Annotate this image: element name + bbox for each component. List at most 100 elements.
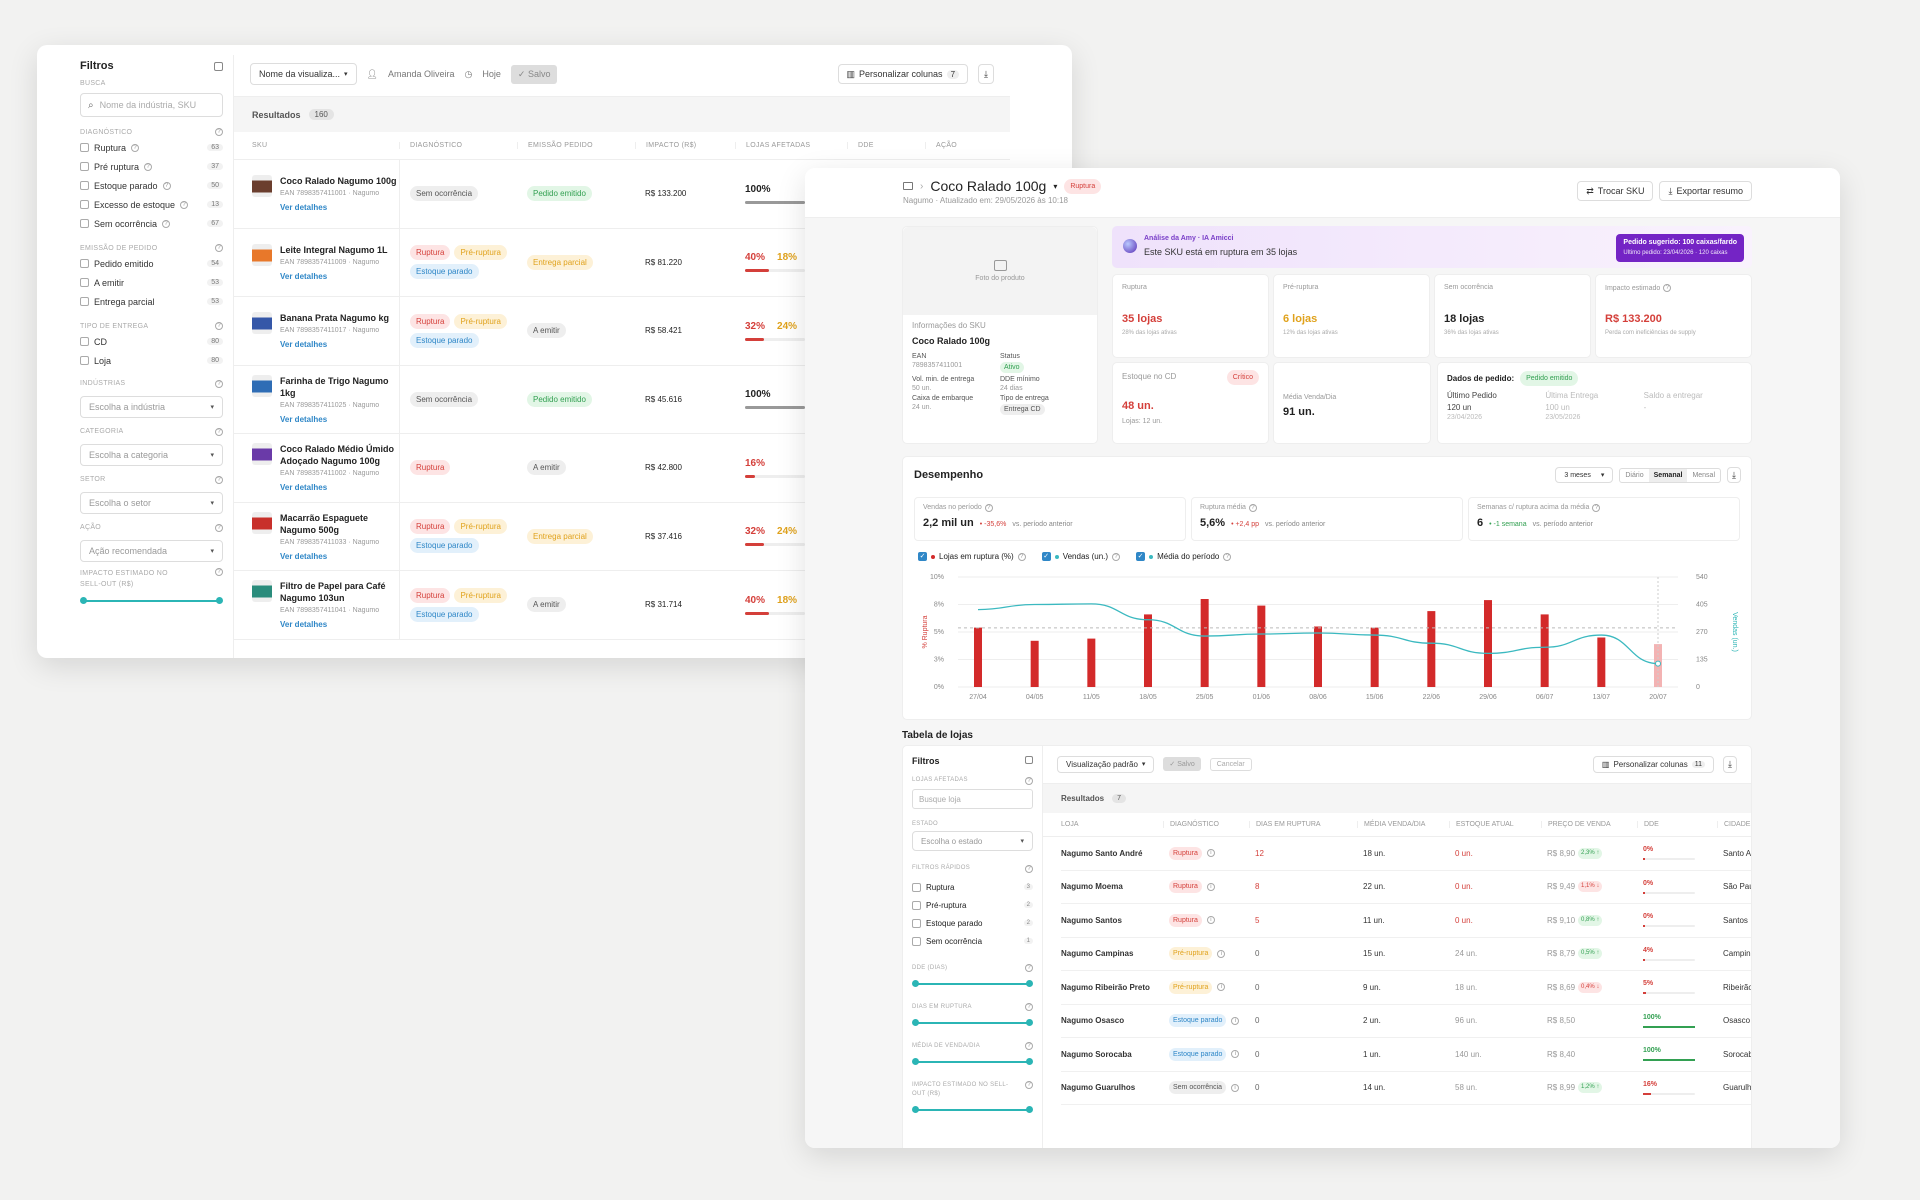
industrias-select[interactable]: Escolha a indústria ▾ [80, 396, 223, 418]
ver-detalhes-link[interactable]: Ver detalhes [280, 551, 328, 561]
store-column-header[interactable]: MÉDIA VENDA/DIA [1357, 821, 1449, 828]
checkbox[interactable] [912, 936, 921, 946]
checkbox[interactable] [80, 278, 89, 287]
table-row[interactable]: Filtro de Papel para Café Nagumo 103un EA… [234, 571, 1010, 640]
table-row[interactable]: Coco Ralado Médio Úmido Adoçado Nagumo 1… [234, 434, 1010, 503]
store-saved-button[interactable]: ✓ Salvo [1163, 757, 1201, 771]
saved-button[interactable]: ✓ Salvo [510, 64, 558, 84]
store-column-header[interactable]: DDE [1637, 821, 1717, 828]
emissao-option[interactable]: Pedido emitido 54 [80, 254, 223, 273]
entrega-option[interactable]: Loja 80 [80, 351, 223, 370]
period-tab[interactable]: Diário [1625, 471, 1644, 479]
store-row[interactable]: Nagumo Ribeirão Preto Pré-ruptura i 0 9 un. 1… [1061, 971, 1751, 1005]
checkbox[interactable] [80, 356, 89, 365]
store-row[interactable]: Nagumo Santo André Ruptura i 12 18 un. 0 un. R… [1061, 837, 1751, 871]
checkbox[interactable] [80, 219, 89, 228]
sku-search-input[interactable]: ⌕ Nome da indústria, SKU [80, 93, 223, 117]
quick-filter[interactable]: Estoque parado 2 [912, 914, 1033, 932]
store-view-select[interactable]: Visualização padrão ▾ [1057, 755, 1155, 773]
diagnostico-option[interactable]: Excesso de estoque? 13 [80, 195, 223, 214]
store-search-input[interactable]: Busque loja [912, 789, 1033, 809]
ver-detalhes-link[interactable]: Ver detalhes [280, 414, 328, 424]
column-header[interactable]: SKU [252, 142, 268, 149]
legend-item[interactable]: ✓ Vendas (un.)? [1041, 552, 1121, 561]
period-tab[interactable]: Semanal [1648, 468, 1688, 482]
quick-filter[interactable]: Sem ocorrência 1 [912, 932, 1033, 950]
store-row[interactable]: Nagumo Osasco Estoque parado i 0 2 un. 96 un.… [1061, 1005, 1751, 1038]
range-slider[interactable] [912, 1057, 1033, 1067]
ver-detalhes-link[interactable]: Ver detalhes [280, 340, 328, 350]
period-tab[interactable]: Mensal [1692, 471, 1716, 479]
store-row[interactable]: Nagumo Sorocaba Estoque parado i 0 1 un. 140 … [1061, 1038, 1751, 1072]
diagnostico-option[interactable]: Pré ruptura? 37 [80, 157, 223, 176]
checkbox[interactable] [80, 337, 89, 346]
column-header[interactable]: DDE [847, 142, 925, 149]
ver-detalhes-link[interactable]: Ver detalhes [280, 483, 328, 493]
table-row[interactable]: Leite Integral Nagumo 1L EAN 789835741100… [234, 228, 1010, 297]
checkbox[interactable] [912, 918, 921, 928]
emissao-option[interactable]: Entrega parcial 53 [80, 292, 223, 311]
store-column-header[interactable]: DIAGNÓSTICO [1163, 821, 1249, 828]
store-row[interactable]: Nagumo Moema Ruptura i 8 22 un. 0 un. R$ 9,49 1… [1061, 871, 1751, 904]
checkbox[interactable] [912, 882, 921, 892]
store-column-header[interactable]: PREÇO DE VENDA [1541, 821, 1637, 828]
range-slider[interactable] [912, 979, 1033, 989]
setor-select[interactable]: Escolha o setor ▾ [80, 492, 223, 514]
checkbox[interactable] [80, 143, 89, 152]
quick-filter[interactable]: Pré-ruptura 2 [912, 896, 1033, 914]
trocar-sku-button[interactable]: ⇄ Trocar SKU [1577, 181, 1654, 201]
sku-title[interactable]: Coco Ralado 100g [930, 178, 1047, 194]
store-column-header[interactable]: LOJA [1061, 821, 1079, 828]
exportar-resumo-button[interactable]: ⤓ Exportar resumo [1659, 181, 1752, 201]
checkbox-checked-icon[interactable]: ✓ [1041, 552, 1051, 561]
chevron-down-icon[interactable]: ▾ [1053, 181, 1058, 191]
column-header[interactable]: LOJAS AFETADAS [735, 142, 847, 149]
collapse-sidebar-icon[interactable] [214, 61, 223, 71]
store-column-header[interactable]: ESTOQUE ATUAL [1449, 821, 1541, 828]
entrega-option[interactable]: CD 80 [80, 332, 223, 351]
diagnostico-option[interactable]: Estoque parado? 50 [80, 176, 223, 195]
legend-item[interactable]: ✓ Média do período? [1136, 552, 1232, 561]
checkbox[interactable] [80, 162, 89, 171]
checkbox-checked-icon[interactable]: ✓ [1136, 552, 1146, 561]
ver-detalhes-link[interactable]: Ver detalhes [280, 203, 328, 213]
checkbox[interactable] [80, 297, 89, 306]
column-header[interactable]: EMISSÃO PEDIDO [517, 142, 635, 149]
period-select[interactable]: 3 meses ▾ [1555, 467, 1614, 483]
column-header[interactable]: DIAGNÓSTICO [399, 142, 517, 149]
ver-detalhes-link[interactable]: Ver detalhes [280, 271, 328, 281]
checkbox[interactable] [912, 900, 921, 910]
estado-select[interactable]: Escolha o estado ▾ [912, 831, 1033, 851]
download-button[interactable]: ⤓ [1727, 467, 1741, 483]
categoria-select[interactable]: Escolha a categoria ▾ [80, 444, 223, 466]
store-personalizar-button[interactable]: ▥ Personalizar colunas 11 [1592, 755, 1715, 773]
table-row[interactable]: Farinha de Trigo Nagumo 1kg EAN 789835741… [234, 365, 1010, 434]
store-download-button[interactable]: ⤓ [1723, 755, 1737, 773]
legend-item[interactable]: ✓ Lojas em ruptura (%)? [918, 552, 1026, 561]
range-slider[interactable] [912, 1018, 1033, 1028]
checkbox[interactable] [80, 181, 89, 190]
collapse-sidebar-icon[interactable] [1025, 756, 1033, 764]
checkbox-checked-icon[interactable]: ✓ [918, 552, 927, 561]
suggested-order-button[interactable]: Pedido sugerido: 100 caixas/fardo Último… [1616, 234, 1744, 262]
diagnostico-option[interactable]: Ruptura? 63 [80, 138, 223, 157]
column-header[interactable]: AÇÃO [925, 142, 985, 149]
store-row[interactable]: Nagumo Campinas Pré-ruptura i 0 15 un. 24 un.… [1061, 938, 1751, 971]
table-row[interactable]: Banana Prata Nagumo kg EAN 7898357411017 … [234, 297, 1010, 366]
store-cancel-button[interactable]: Cancelar [1209, 757, 1252, 771]
store-row[interactable]: Nagumo Guarulhos Sem ocorrência i 0 14 un. 58… [1061, 1072, 1751, 1105]
checkbox[interactable] [80, 259, 89, 268]
acao-select[interactable]: Ação recomendada ▾ [80, 540, 223, 562]
diagnostico-option[interactable]: Sem ocorrência? 67 [80, 214, 223, 233]
store-column-header[interactable]: DIAS EM RUPTURA [1249, 821, 1357, 828]
ver-detalhes-link[interactable]: Ver detalhes [280, 620, 328, 630]
checkbox[interactable] [80, 200, 89, 209]
personalizar-colunas-button[interactable]: ▥ Personalizar colunas 7 [837, 64, 969, 84]
table-row[interactable]: Macarrão Espaguete Nagumo 500g EAN 789835… [234, 502, 1010, 571]
store-row[interactable]: Nagumo Santos Ruptura i 5 11 un. 0 un. R$ 9,10… [1061, 904, 1751, 938]
download-button[interactable]: ⤓ [978, 64, 994, 84]
table-row[interactable]: Coco Ralado Nagumo 100g EAN 7898357411001… [234, 160, 1010, 229]
range-slider[interactable] [912, 1105, 1033, 1115]
quick-filter[interactable]: Ruptura 3 [912, 878, 1033, 896]
store-column-header[interactable]: CIDADE [1717, 821, 1777, 828]
